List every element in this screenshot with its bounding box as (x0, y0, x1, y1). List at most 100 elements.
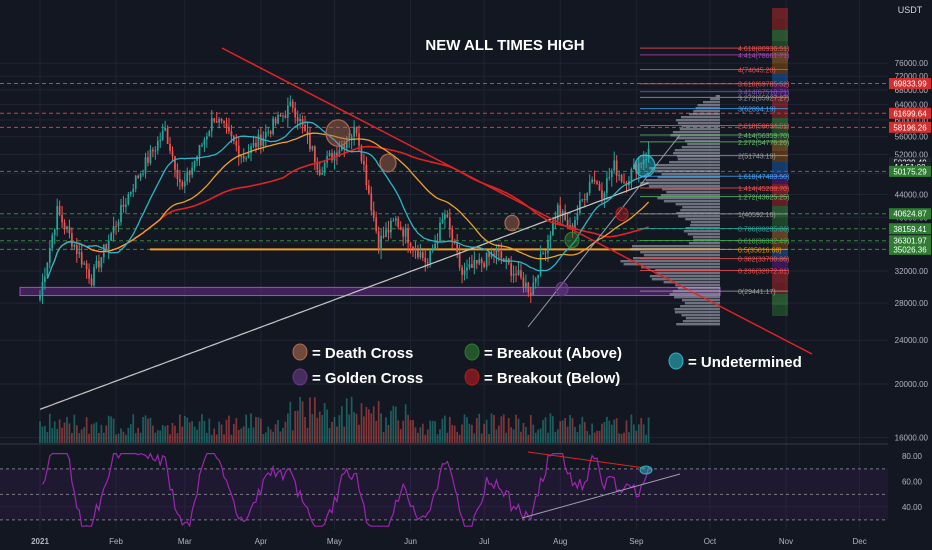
volume-bar (171, 422, 174, 443)
candle-body (441, 219, 444, 223)
volume-bar (122, 431, 125, 443)
fib-band-cell (772, 74, 788, 85)
price-tag (889, 208, 931, 220)
breakout-above-marker (564, 231, 580, 249)
volume-bar (166, 425, 169, 443)
rsi-tick-label: 60.00 (902, 478, 923, 487)
candle-body (397, 218, 400, 228)
volume-bar (417, 432, 419, 443)
volume-bar (115, 434, 117, 443)
volume-profile-bar (680, 116, 720, 119)
volume-bar (466, 417, 468, 443)
price-tick-label: 56000.00 (895, 133, 929, 142)
candle-body (392, 220, 395, 222)
volume-bar (156, 430, 159, 443)
fib-band-cell (772, 19, 788, 30)
volume-bar (642, 424, 645, 443)
candle-body (257, 134, 260, 148)
volume-bar (537, 429, 540, 443)
fib-level-label: 4.414(78661.71) (738, 53, 789, 60)
candle-body (547, 240, 549, 253)
price-tag-label: 61699.64 (893, 109, 927, 118)
volume-profile-bar (649, 275, 720, 278)
volume-bar (289, 401, 292, 443)
candle-body (647, 148, 650, 159)
downtrend-line (221, 47, 813, 355)
volume-profile-bar (678, 215, 720, 218)
support-zone (19, 286, 721, 297)
fib-band-cell (772, 162, 788, 173)
volume-bar (583, 422, 586, 443)
fib-band-cell (772, 63, 788, 74)
zone-layer (19, 286, 721, 297)
volume-profile-bar (687, 143, 720, 146)
candle-body (68, 226, 71, 234)
volume-profile-bar (641, 266, 720, 269)
volume-bar (311, 414, 314, 443)
candle-body (412, 246, 414, 249)
volume-bar (215, 434, 218, 443)
candle-body (75, 245, 78, 254)
volume-bar (247, 428, 250, 443)
candle-body (196, 156, 198, 162)
volume-bar (431, 420, 434, 443)
candle-body (336, 152, 338, 157)
volume-profile-bar (655, 272, 720, 275)
candle-body (579, 200, 581, 214)
volume-bar (365, 406, 368, 443)
volume-profile-bar (669, 161, 720, 164)
candle-body (500, 251, 503, 259)
candle-body (620, 175, 623, 182)
candle-body (321, 172, 324, 175)
candle-body (139, 173, 142, 178)
volume-bar (483, 423, 486, 443)
candle-body (279, 114, 282, 117)
volume-bar (95, 422, 98, 443)
fib-level-label: 2.272(54776.26) (738, 140, 789, 147)
volume-bar (606, 416, 608, 443)
candle-body (414, 248, 417, 250)
candle-body (542, 253, 544, 255)
price-tick-label: 60000.00 (895, 116, 929, 125)
candle-body (198, 144, 201, 157)
candle-body (88, 269, 90, 279)
volume-bar (579, 424, 581, 443)
legend-label: = Breakout (Above) (484, 345, 622, 362)
candle-body (409, 243, 412, 247)
legend-swatch (464, 368, 480, 386)
candle-body (527, 282, 530, 293)
rsi-panel (0, 451, 888, 528)
volume-bar (360, 403, 363, 443)
candle-body (493, 253, 495, 257)
candle-body (63, 222, 66, 230)
candle-body (446, 214, 449, 218)
candle-body (181, 181, 184, 187)
candle-body (159, 139, 162, 142)
volume-bar (429, 420, 432, 443)
candle-body (98, 260, 100, 268)
fib-band-cell (772, 151, 788, 162)
candle-body (402, 229, 405, 237)
volume-profile-bar (690, 221, 720, 224)
volume-profile-bar (710, 98, 720, 101)
volume-bar (640, 417, 643, 443)
candle-body (608, 177, 611, 179)
candle-body (41, 281, 44, 295)
volume-bar (618, 433, 620, 443)
candle-body (343, 144, 346, 149)
volume-bar (490, 413, 493, 443)
volume-profile-bar (688, 242, 720, 245)
candle-body (586, 192, 589, 201)
volume-profile-bar (681, 125, 720, 128)
candle-body (606, 178, 608, 194)
volume-bar (414, 427, 417, 443)
volume-bar (340, 406, 343, 443)
candle-body (370, 193, 373, 211)
candle-body (188, 171, 191, 175)
price-tag-label: 38159.41 (893, 225, 927, 234)
volume-bar (154, 432, 157, 443)
volume-bar (566, 426, 569, 443)
candle-body (350, 136, 353, 141)
volume-profile-bar (676, 155, 720, 158)
